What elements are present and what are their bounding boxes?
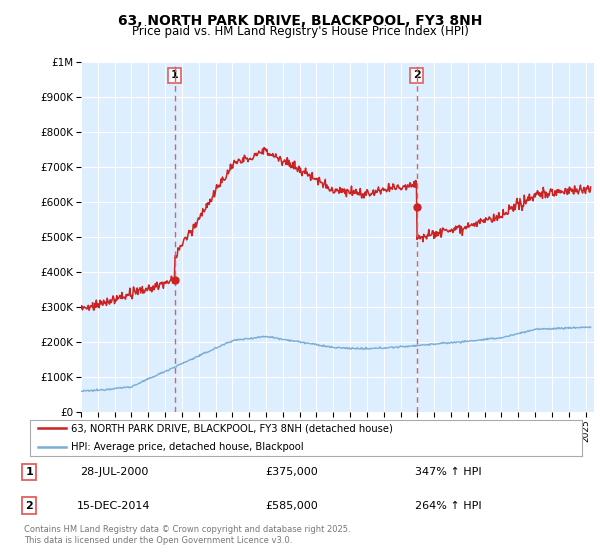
Text: Price paid vs. HM Land Registry's House Price Index (HPI): Price paid vs. HM Land Registry's House … bbox=[131, 25, 469, 38]
Text: 264% ↑ HPI: 264% ↑ HPI bbox=[415, 501, 482, 511]
Text: £375,000: £375,000 bbox=[265, 467, 318, 477]
Text: 1: 1 bbox=[26, 467, 34, 477]
Text: 2: 2 bbox=[26, 501, 34, 511]
Text: 15-DEC-2014: 15-DEC-2014 bbox=[77, 501, 151, 511]
Text: Contains HM Land Registry data © Crown copyright and database right 2025.
This d: Contains HM Land Registry data © Crown c… bbox=[24, 525, 350, 545]
Text: 347% ↑ HPI: 347% ↑ HPI bbox=[415, 467, 482, 477]
Text: 63, NORTH PARK DRIVE, BLACKPOOL, FY3 8NH: 63, NORTH PARK DRIVE, BLACKPOOL, FY3 8NH bbox=[118, 14, 482, 28]
Text: HPI: Average price, detached house, Blackpool: HPI: Average price, detached house, Blac… bbox=[71, 442, 304, 452]
Text: £585,000: £585,000 bbox=[265, 501, 318, 511]
Text: 2: 2 bbox=[413, 71, 421, 80]
Text: 1: 1 bbox=[171, 71, 179, 80]
Text: 63, NORTH PARK DRIVE, BLACKPOOL, FY3 8NH (detached house): 63, NORTH PARK DRIVE, BLACKPOOL, FY3 8NH… bbox=[71, 423, 393, 433]
Text: 28-JUL-2000: 28-JUL-2000 bbox=[80, 467, 148, 477]
